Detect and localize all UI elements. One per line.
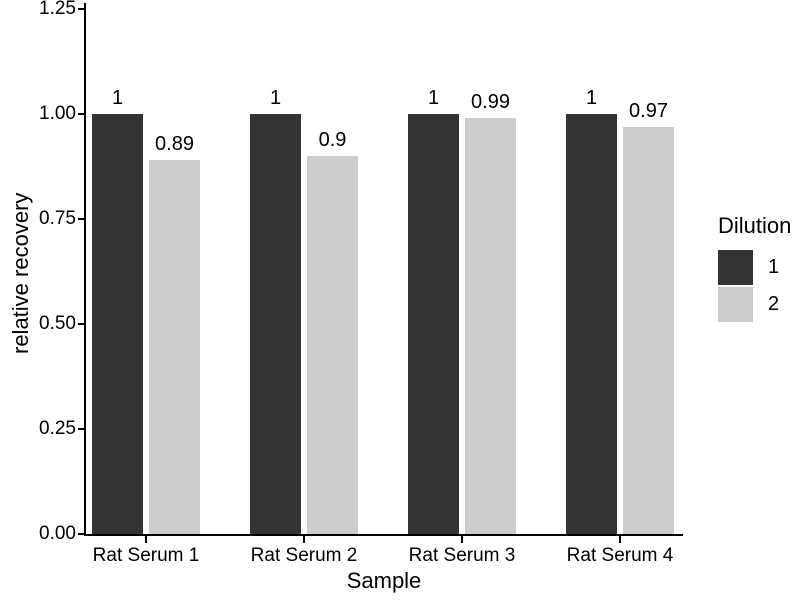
- bar-series-2: [623, 126, 674, 534]
- bar-value-label: 0.9: [318, 129, 347, 151]
- y-tick-mark: [78, 8, 85, 10]
- legend-item-2: 2: [718, 287, 800, 322]
- bar-series-2: [149, 160, 200, 534]
- y-tick-label: 0.50: [39, 313, 76, 334]
- x-axis-line: [84, 534, 683, 536]
- y-axis-title: relative recovery: [8, 192, 33, 354]
- x-tick-mark: [303, 536, 305, 543]
- bar-series-1: [408, 114, 459, 534]
- legend-item-label: 2: [768, 293, 780, 315]
- y-tick-mark: [78, 218, 85, 220]
- x-axis-title: Sample: [346, 568, 422, 593]
- y-tick-label: 1.25: [39, 0, 76, 19]
- bar-series-1: [92, 114, 143, 534]
- y-axis-line: [84, 3, 86, 536]
- legend-title: Dilution: [718, 213, 792, 238]
- x-tick-mark: [145, 536, 147, 543]
- bar-series-2: [465, 118, 516, 534]
- bar-series-1: [566, 114, 617, 534]
- legend-item-1: 1: [718, 250, 800, 285]
- x-tick-label: Rat Serum 3: [408, 545, 516, 566]
- legend-swatch: [718, 250, 753, 285]
- bar-value-label: 0.89: [155, 133, 194, 156]
- bar-series-2: [307, 156, 358, 534]
- bar-value-label: 1: [269, 87, 282, 109]
- y-tick-mark: [78, 533, 85, 535]
- x-tick-label: Rat Serum 1: [92, 545, 200, 566]
- bar-value-label: 1: [111, 87, 124, 109]
- bar-value-label: 1: [585, 87, 598, 109]
- bar-value-label: 1: [427, 87, 440, 109]
- bar-series-1: [250, 114, 301, 534]
- bar-value-label: 0.99: [471, 91, 510, 114]
- y-tick-label: 0.75: [39, 208, 76, 229]
- y-tick-mark: [78, 323, 85, 325]
- y-tick-label: 1.00: [39, 103, 76, 124]
- legend-item-label: 1: [768, 256, 780, 278]
- x-tick-mark: [461, 536, 463, 543]
- legend-swatch: [718, 287, 753, 322]
- y-tick-mark: [78, 428, 85, 430]
- bar-value-label: 0.97: [629, 99, 668, 122]
- x-tick-label: Rat Serum 2: [250, 545, 358, 566]
- y-tick-label: 0.25: [39, 418, 76, 439]
- y-tick-mark: [78, 113, 85, 115]
- x-tick-label: Rat Serum 4: [566, 545, 674, 566]
- y-tick-label: 0.00: [39, 523, 76, 544]
- x-tick-mark: [619, 536, 621, 543]
